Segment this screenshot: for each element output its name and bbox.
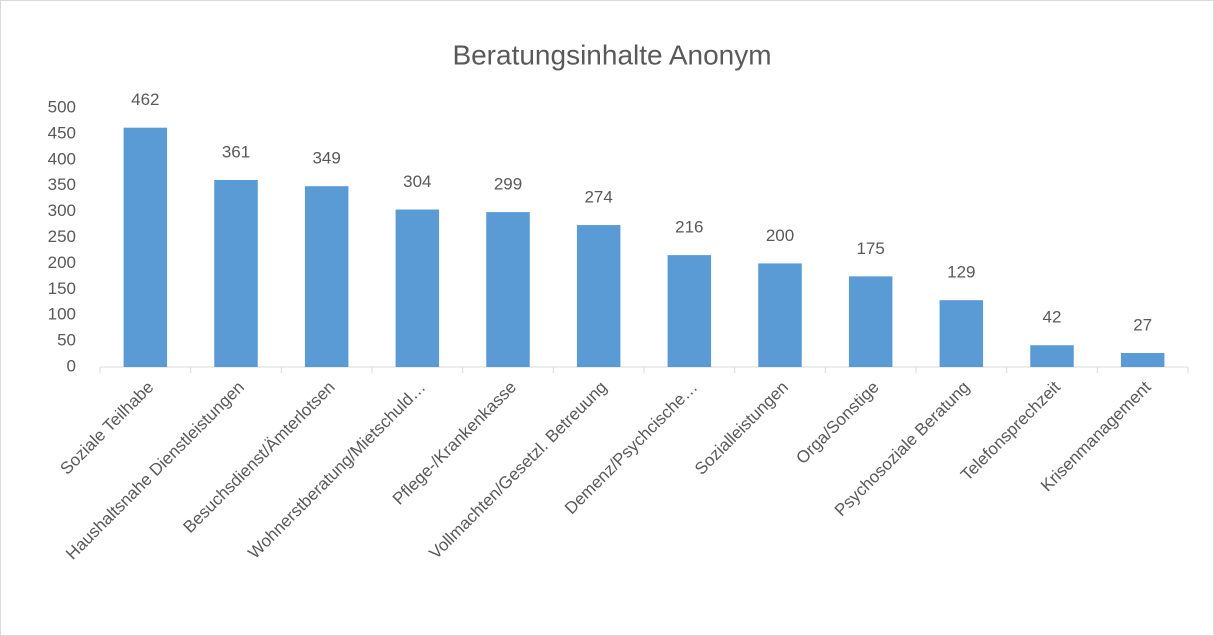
chart-title: Beratungsinhalte Anonym [452,39,771,70]
data-label: 27 [1133,315,1152,334]
data-label: 462 [131,90,159,109]
data-label: 349 [312,149,340,168]
y-tick-label: 50 [57,331,76,350]
data-label: 42 [1043,308,1062,327]
y-tick-label: 0 [67,356,76,375]
bar [1030,345,1074,367]
bar [576,225,621,367]
bar [758,263,802,367]
data-label: 175 [856,239,884,258]
y-tick-label: 450 [48,123,76,142]
data-label: 216 [675,218,703,237]
y-tick-label: 250 [48,227,76,246]
bar [395,209,440,367]
data-label: 304 [403,172,431,191]
data-label: 361 [222,142,250,161]
y-tick-label: 500 [48,97,76,116]
data-label: 274 [584,188,612,207]
y-tick-label: 350 [48,175,76,194]
bar [848,276,893,367]
bar [1120,353,1165,367]
y-tick-label: 200 [48,253,76,272]
data-label: 200 [766,226,794,245]
y-tick-label: 300 [48,201,76,220]
data-label: 129 [947,263,975,282]
bar [667,255,712,367]
y-tick-label: 150 [48,279,76,298]
bar [123,127,168,368]
bar [486,212,530,367]
bar [304,186,349,367]
y-tick-label: 100 [48,305,76,324]
data-label: 299 [494,175,522,194]
y-tick-label: 400 [48,149,76,168]
bar [214,180,258,367]
bar [939,300,984,367]
